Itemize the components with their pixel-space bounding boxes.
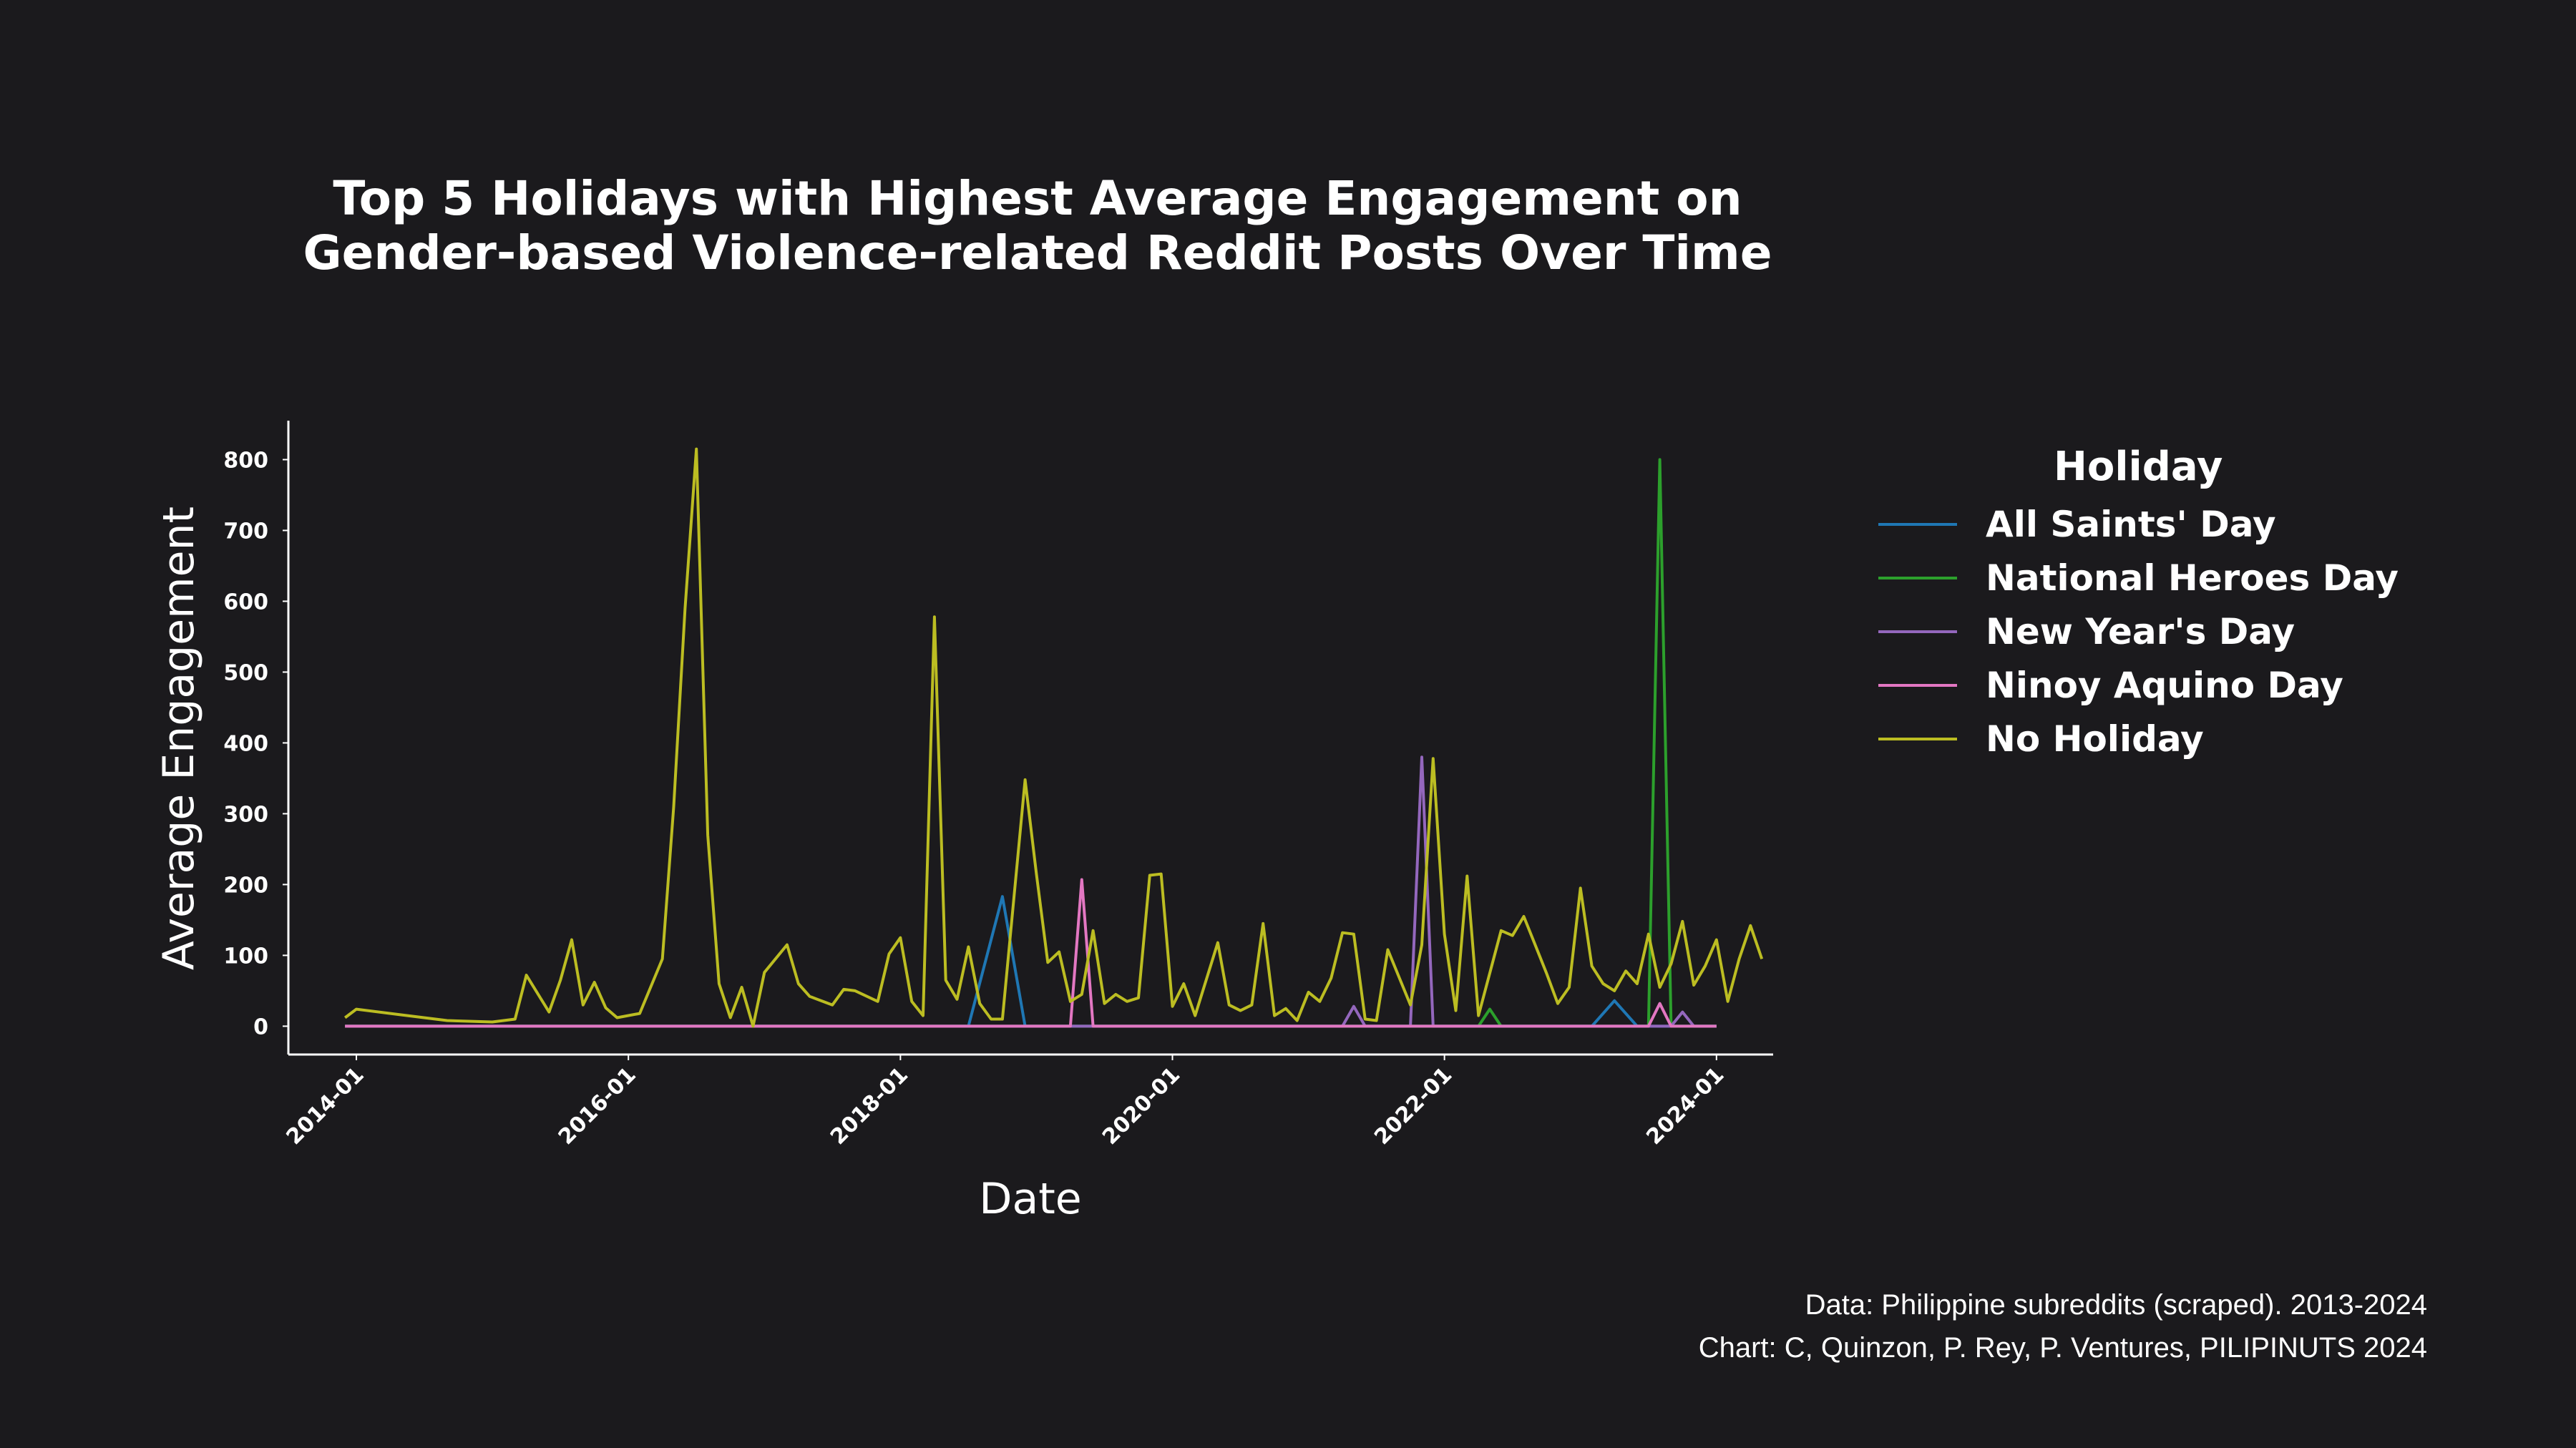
legend-item: No Holiday	[1875, 712, 2399, 765]
chart-title: Top 5 Holidays with Highest Average Enga…	[303, 171, 1772, 280]
legend-item: New Year's Day	[1875, 605, 2399, 658]
legend-label: No Holiday	[1986, 718, 2204, 760]
series-lines	[343, 447, 1764, 1028]
x-tick-label: 2016-01	[554, 1062, 641, 1150]
y-tick-group: 0 100 200 300 400 500 600 700 800	[223, 448, 288, 1039]
legend-items: All Saints' Day National Heroes Day New Ye…	[1875, 497, 2399, 765]
legend-label: National Heroes Day	[1986, 557, 2399, 599]
y-tick-label: 200	[223, 873, 268, 898]
legend-swatch	[1878, 737, 1957, 740]
y-tick-label: 700	[223, 519, 268, 544]
y-tick-label: 400	[223, 731, 268, 756]
y-tick-label: 300	[223, 802, 268, 827]
legend-item: National Heroes Day	[1875, 551, 2399, 605]
x-tick-label: 2024-01	[1641, 1062, 1729, 1150]
legend-label: Ninoy Aquino Day	[1986, 664, 2343, 706]
legend-title: Holiday	[2054, 444, 2223, 490]
y-tick-label: 500	[223, 660, 268, 685]
legend-swatch	[1878, 630, 1957, 633]
series-line-no-holiday	[343, 447, 1764, 1028]
legend-swatch	[1878, 576, 1957, 579]
x-tick-group: 2014-01 2016-01 2018-01 2020-01 2022-01 2024-…	[282, 1055, 1729, 1150]
legend-swatch	[1878, 683, 1957, 687]
chart-author-credit: Chart: C, Quinzon, P. Rey, P. Ventures, …	[1698, 1332, 2427, 1364]
legend-label: All Saints' Day	[1986, 503, 2276, 545]
legend-item: Ninoy Aquino Day	[1875, 658, 2399, 712]
x-tick-label: 2014-01	[282, 1062, 369, 1150]
legend: Holiday All Saints' Day National Heroes D…	[1875, 444, 2399, 765]
legend-label: New Year's Day	[1986, 610, 2296, 652]
legend-swatch	[1878, 522, 1957, 526]
axes	[287, 421, 1773, 1056]
y-tick-label: 0	[253, 1014, 268, 1039]
data-source-credit: Data: Philippine subreddits (scraped). 2…	[1805, 1289, 2427, 1321]
y-tick-label: 800	[223, 448, 268, 473]
x-axis-label: Date	[979, 1174, 1081, 1224]
y-tick-label: 600	[223, 590, 268, 615]
series-line-new-year-s-day	[345, 755, 1717, 1028]
x-tick-label: 2022-01	[1370, 1062, 1457, 1150]
y-tick-label: 100	[223, 944, 268, 969]
series-line-national-heroes-day	[345, 458, 1717, 1028]
x-tick-label: 2018-01	[826, 1062, 913, 1150]
x-tick-label: 2020-01	[1098, 1062, 1185, 1150]
y-axis-label: Average Engagement	[154, 507, 204, 970]
legend-item: All Saints' Day	[1875, 497, 2399, 551]
